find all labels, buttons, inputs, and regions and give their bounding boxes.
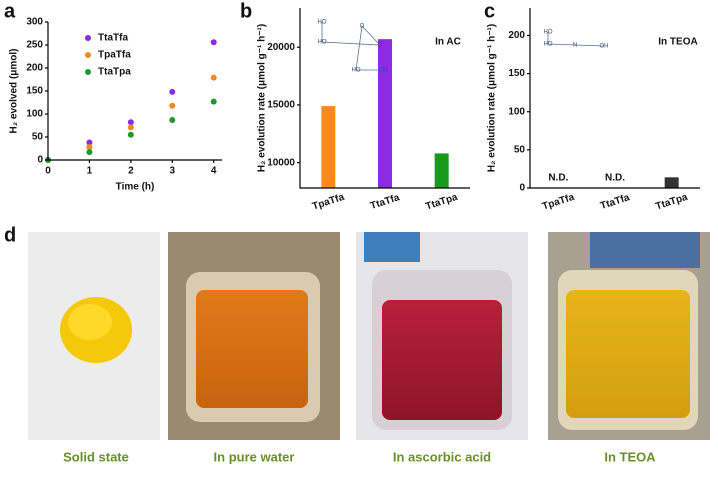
point xyxy=(210,74,217,81)
photo-caption: In TEOA xyxy=(604,449,656,464)
panel-label: b xyxy=(240,0,252,22)
x-tick-label: TtaTfa xyxy=(369,192,401,212)
x-tick-label: TpaTfa xyxy=(311,192,346,213)
y-tick-label: 0 xyxy=(37,155,43,166)
bar xyxy=(378,39,392,189)
structure-atom: OH xyxy=(380,68,389,74)
structure-atom: HO xyxy=(352,68,361,74)
bar xyxy=(321,106,336,188)
y-tick-label: 10000 xyxy=(267,157,295,168)
axis-frame xyxy=(529,8,700,189)
bar xyxy=(434,153,449,188)
y-tick-label: 250 xyxy=(26,40,43,51)
point xyxy=(86,139,93,146)
structure-atom: HO xyxy=(318,20,327,26)
point xyxy=(127,131,134,138)
value-label: N.D. xyxy=(605,173,625,184)
point xyxy=(169,102,176,109)
point xyxy=(86,149,93,156)
x-tick-label: TtaTfa xyxy=(599,192,631,212)
axis-frame xyxy=(299,8,470,189)
x-tick-label: 2 xyxy=(128,166,134,177)
y-tick-label: 100 xyxy=(26,109,43,120)
x-axis-label: Time (h) xyxy=(116,182,155,193)
y-tick-label: 200 xyxy=(508,30,525,41)
y-axis-label: H₂ evolution rate (μmol g⁻¹ h⁻¹) xyxy=(487,24,498,172)
y-tick-label: 150 xyxy=(26,86,43,97)
annotation: In AC xyxy=(435,37,461,48)
structure-atom: O xyxy=(360,24,365,30)
y-tick-label: 0 xyxy=(519,183,525,194)
x-tick-label: 3 xyxy=(170,166,176,177)
y-tick-label: 50 xyxy=(32,132,44,143)
legend-label: TpaTfa xyxy=(98,50,131,61)
x-tick-label: 4 xyxy=(211,166,217,177)
value-label: N.D. xyxy=(548,173,568,184)
y-tick-label: 300 xyxy=(26,17,43,28)
photo-teoa xyxy=(548,232,710,440)
point xyxy=(169,88,176,95)
y-tick-label: 20000 xyxy=(267,42,295,53)
structure-bonds xyxy=(547,32,605,47)
legend-marker xyxy=(85,52,91,58)
structure-atom: HO xyxy=(544,30,553,36)
point xyxy=(210,39,217,46)
y-axis-label: H₂ evolution rate (μmol g⁻¹ h⁻¹) xyxy=(257,24,268,172)
panel-label: d xyxy=(4,224,16,246)
y-tick-label: 200 xyxy=(26,63,43,74)
structure-atom: OH xyxy=(600,44,609,50)
structure-atom: N xyxy=(573,43,577,49)
y-axis-label: H₂ evolved (μmol) xyxy=(9,48,20,133)
legend-marker xyxy=(85,69,91,75)
bar xyxy=(664,177,679,188)
x-tick-label: 1 xyxy=(87,166,93,177)
structure-atom: HO xyxy=(318,40,327,46)
photo-water xyxy=(168,232,340,440)
x-tick-label: TpaTfa xyxy=(541,192,576,213)
photo-ascorbic xyxy=(356,232,528,440)
structure-atom: HO xyxy=(544,42,553,48)
point xyxy=(127,119,134,126)
photo-caption: In ascorbic acid xyxy=(393,449,491,464)
x-tick-label: 0 xyxy=(45,166,51,177)
annotation: In TEOA xyxy=(658,37,697,48)
y-tick-label: 150 xyxy=(508,68,525,79)
y-tick-label: 15000 xyxy=(267,100,295,111)
legend-label: TtaTfa xyxy=(98,33,128,44)
x-tick-label: TtaTpa xyxy=(424,192,459,213)
structure-bonds xyxy=(321,22,384,71)
point xyxy=(169,116,176,123)
point xyxy=(86,144,93,151)
axis-frame xyxy=(47,22,222,161)
x-tick-label: TtaTpa xyxy=(654,192,689,213)
legend-label: TtaTpa xyxy=(98,67,131,78)
photo-caption: Solid state xyxy=(63,449,129,464)
point xyxy=(127,124,134,131)
panel-label: c xyxy=(484,0,495,22)
point xyxy=(210,98,217,105)
legend-marker xyxy=(85,35,91,41)
panel-label: a xyxy=(4,0,16,22)
photo-solid xyxy=(28,232,160,440)
structure-atom: O xyxy=(378,43,383,49)
y-tick-label: 100 xyxy=(508,106,525,117)
photo-caption: In pure water xyxy=(214,449,295,464)
y-tick-label: 50 xyxy=(514,145,526,156)
